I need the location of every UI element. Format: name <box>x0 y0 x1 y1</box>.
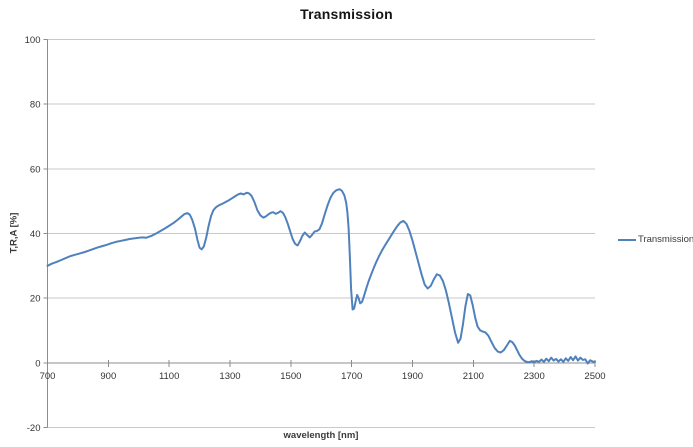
x-axis-title: wavelength [nm] <box>283 430 359 441</box>
x-tick-label: 2500 <box>584 371 605 382</box>
x-tick-label: 2300 <box>524 371 545 382</box>
y-tick-label: 0 <box>35 358 40 369</box>
y-tick-label: 80 <box>30 100 41 111</box>
x-tick-label: 700 <box>40 371 56 382</box>
y-tick-label: 20 <box>30 294 41 305</box>
y-tick-label: 40 <box>30 229 41 240</box>
x-tick-label: 1900 <box>402 371 423 382</box>
x-tick-label: 1100 <box>159 371 179 382</box>
x-tick-label: 1700 <box>341 371 362 382</box>
y-tick-label: 60 <box>30 164 41 175</box>
y-tick-label: -20 <box>27 423 41 434</box>
x-tick-label: 2100 <box>463 371 484 382</box>
y-tick-label: 100 <box>25 35 41 46</box>
legend: Transmission <box>618 234 693 245</box>
x-tick-label: 1300 <box>219 371 240 382</box>
x-tick-label: 900 <box>100 371 116 382</box>
chart-title: Transmission <box>300 6 393 22</box>
legend-label: Transmission <box>638 234 693 245</box>
x-tick-label: 1500 <box>280 371 301 382</box>
y-axis-title: T,R,A [%] <box>8 212 20 254</box>
series-line-transmission <box>46 188 596 365</box>
legend-line-marker <box>618 238 636 241</box>
